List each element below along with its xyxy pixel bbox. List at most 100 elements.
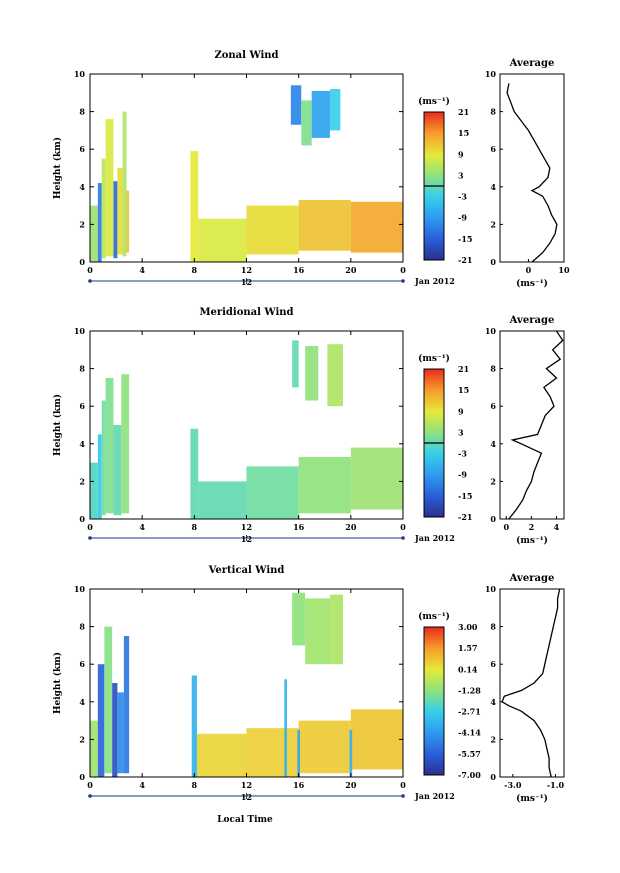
average-unit: (ms⁻¹) [516, 278, 548, 289]
heatmap-cell [350, 201, 403, 253]
y-axis-label: Height (km) [52, 137, 63, 199]
colorbar-tick-label: 3 [458, 170, 464, 180]
average-unit: (ms⁻¹) [516, 793, 548, 804]
average-x-tick-label: 10 [558, 265, 570, 275]
average-y-tick-label: 8 [490, 107, 496, 117]
heatmap-cell [90, 205, 98, 262]
heatmap-cell [126, 190, 130, 253]
x-tick-label: 12 [241, 265, 252, 275]
heatmap-cell [113, 181, 118, 259]
average-unit: (ms⁻¹) [516, 535, 548, 546]
average-y-tick-label: 10 [485, 584, 497, 594]
x-tick-label: 4 [139, 780, 145, 790]
average-y-tick-label: 6 [490, 659, 496, 669]
heatmap-cell [190, 428, 199, 519]
date-label: Jan 2012 [414, 791, 455, 801]
colorbar-tick-label: -15 [458, 491, 472, 501]
x-axis-label: Local Time [217, 815, 273, 825]
day-label: 12 [241, 792, 252, 802]
colorbar-tick-label: -21 [458, 255, 472, 265]
day-axis-end [401, 794, 405, 798]
average-y-tick-label: 6 [490, 144, 496, 154]
colorbar-tick-label: 9 [458, 149, 464, 159]
day-axis-start [88, 536, 92, 540]
date-label: Jan 2012 [414, 276, 455, 286]
y-tick-label: 2 [79, 219, 85, 229]
average-x-tick-label: -1.0 [547, 780, 565, 790]
colorbar-tick-label: -4.14 [458, 728, 481, 738]
y-axis-label: Height (km) [52, 394, 63, 456]
colorbar-tick-label: -3 [458, 449, 467, 459]
heatmap-cell [246, 466, 299, 519]
panel-title: Meridional Wind [199, 307, 293, 318]
heatmap-cell [246, 205, 299, 255]
average-profile-line [501, 588, 561, 778]
x-tick-label: 16 [293, 265, 305, 275]
y-axis-label: Height (km) [52, 652, 63, 714]
colorbar-tick-label: -21 [458, 512, 472, 522]
average-y-tick-label: 6 [490, 401, 496, 411]
colorbar-tick-label: -9 [458, 213, 467, 223]
y-tick-label: 6 [79, 144, 85, 154]
x-tick-label: 20 [345, 265, 357, 275]
x-tick-label: 0 [400, 522, 406, 532]
colorbar-unit: (ms⁻¹) [418, 611, 450, 622]
x-tick-label: 8 [192, 780, 198, 790]
heatmap-cell [105, 378, 114, 514]
day-label: 12 [241, 277, 252, 287]
x-tick-label: 20 [345, 522, 357, 532]
panel-title: Vertical Wind [208, 565, 285, 576]
heatmap-cell [90, 720, 98, 777]
average-y-tick-label: 2 [490, 219, 496, 229]
heatmap-cell [311, 90, 330, 138]
average-y-tick-label: 8 [490, 622, 496, 632]
colorbar-tick-label: -1.28 [458, 685, 481, 695]
heatmap-cell [292, 592, 306, 646]
heatmap-cell [305, 598, 330, 665]
y-tick-label: 2 [79, 476, 85, 486]
heatmap-cell [117, 692, 124, 774]
average-y-tick-label: 2 [490, 734, 496, 744]
y-tick-label: 0 [79, 772, 85, 782]
average-x-tick-label: 2 [529, 522, 535, 532]
heatmap-cell [298, 456, 351, 514]
colorbar-tick-label: 21 [458, 364, 469, 374]
x-tick-label: 0 [400, 265, 406, 275]
average-title: Average [509, 58, 555, 69]
date-label: Jan 2012 [414, 533, 455, 543]
heatmap-cell [191, 675, 197, 777]
average-y-tick-label: 4 [490, 439, 496, 449]
colorbar-unit: (ms⁻¹) [418, 353, 450, 364]
heatmap-cell [122, 111, 127, 257]
y-tick-label: 10 [74, 69, 86, 79]
y-tick-label: 8 [79, 107, 85, 117]
colorbar-tick-label: 3.00 [458, 622, 478, 632]
y-tick-label: 0 [79, 257, 85, 267]
day-axis-end [401, 279, 405, 283]
heatmap-cell [298, 199, 351, 251]
y-tick-label: 0 [79, 514, 85, 524]
heatmap-cell [305, 346, 319, 401]
day-axis-end [401, 536, 405, 540]
average-y-tick-label: 0 [490, 514, 496, 524]
y-tick-label: 4 [79, 439, 85, 449]
colorbar-tick-label: -5.57 [458, 749, 481, 759]
heatmap-cell [105, 119, 114, 257]
heatmap-cell [97, 183, 102, 262]
y-tick-label: 6 [79, 659, 85, 669]
colorbar-tick-label: 15 [458, 385, 469, 395]
x-tick-label: 8 [192, 522, 198, 532]
average-y-tick-label: 4 [490, 697, 496, 707]
day-axis-start [88, 794, 92, 798]
heatmap-cell [121, 374, 130, 514]
average-title: Average [509, 315, 555, 326]
average-x-tick-label: -3.0 [504, 780, 522, 790]
heatmap-cell [196, 733, 247, 777]
heatmap-cell [113, 425, 122, 516]
x-tick-label: 4 [139, 522, 145, 532]
heatmap-cell [190, 151, 199, 262]
average-x-tick-label: 0 [503, 522, 509, 532]
x-tick-label: 0 [87, 522, 93, 532]
